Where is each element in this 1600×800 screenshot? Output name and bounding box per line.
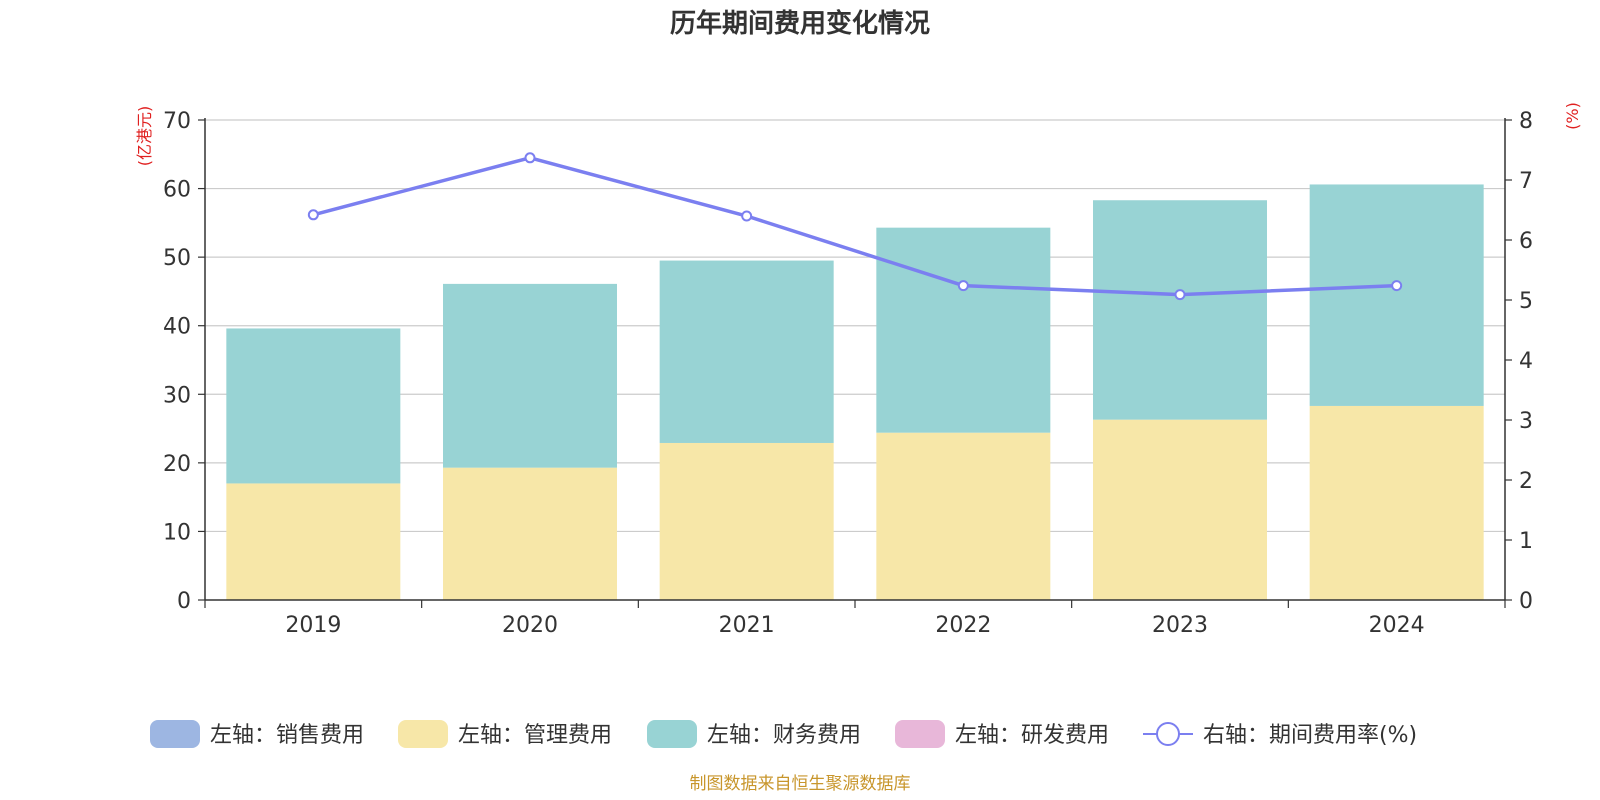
legend-label: 左轴：研发费用	[955, 723, 1109, 748]
bar-segment	[1093, 419, 1267, 600]
right-tick-label: 7	[1519, 169, 1533, 194]
x-tick-label: 2024	[1369, 613, 1425, 638]
left-tick-label: 70	[163, 109, 191, 134]
right-tick-label: 6	[1519, 229, 1533, 254]
legend-swatch	[398, 720, 448, 748]
rate-point	[1174, 289, 1186, 301]
rate-point	[957, 280, 969, 292]
bar-segment	[443, 283, 617, 468]
bar-segment	[659, 260, 834, 443]
bar-segment	[1093, 200, 1267, 420]
left-tick-label: 60	[163, 178, 191, 203]
rate-line-path	[312, 155, 1397, 297]
left-tick-label: 20	[163, 452, 191, 477]
x-tick-label: 2020	[502, 613, 558, 638]
bars	[226, 184, 1484, 600]
legend: 左轴：销售费用 左轴：管理费用 左轴：财务费用 左轴：研发费用 右轴：期间费用率(%)	[150, 720, 1417, 748]
left-tick-label: 50	[163, 246, 191, 271]
legend-label: 左轴：财务费用	[707, 723, 861, 748]
legend-label: 右轴：期间费用率(%)	[1203, 723, 1417, 748]
legend-label: 左轴：销售费用	[210, 723, 364, 748]
right-tick-label: 1	[1519, 529, 1533, 554]
rate-point	[1391, 280, 1403, 292]
rate-point	[741, 210, 753, 222]
right-tick-label: 5	[1519, 289, 1533, 314]
legend-swatch	[647, 720, 697, 748]
legend-swatch	[895, 720, 945, 748]
bar-segment	[1309, 184, 1484, 406]
right-tick-label: 8	[1519, 109, 1533, 134]
rate-point	[524, 152, 536, 164]
right-tick-label: 0	[1519, 589, 1533, 614]
grid-lines	[205, 119, 1505, 533]
rate-point	[307, 209, 319, 221]
data-source-note: 制图数据来自恒生聚源数据库	[690, 774, 911, 794]
bar-segment	[876, 227, 1051, 433]
x-tick-label: 2022	[935, 613, 991, 638]
bar-segment	[226, 328, 401, 484]
right-tick-label: 3	[1519, 409, 1533, 434]
x-tick-label: 2021	[719, 613, 775, 638]
x-tick-label: 2019	[285, 613, 341, 638]
axes: 0 10 20 30 40 50 60 70 0 1 2 3 4 5 6 7 8 2019 2020 2021 2022…	[163, 109, 1533, 638]
left-tick-label: 0	[177, 589, 191, 614]
chart-title: 历年期间费用变化情况	[670, 8, 930, 39]
left-tick-label: 30	[163, 383, 191, 408]
right-tick-label: 2	[1519, 469, 1533, 494]
left-axis-unit: (亿港元)	[135, 106, 154, 167]
right-tick-label: 4	[1519, 349, 1533, 374]
bar-segment	[1309, 405, 1484, 600]
left-tick-label: 10	[163, 520, 191, 545]
bar-segment	[659, 442, 834, 600]
right-axis-unit: (%)	[1563, 102, 1582, 130]
bar-segment	[443, 467, 617, 600]
legend-label: 左轴：管理费用	[458, 723, 612, 748]
legend-marker	[1156, 722, 1180, 746]
left-tick-label: 40	[163, 315, 191, 340]
x-tick-label: 2023	[1152, 613, 1208, 638]
legend-swatch	[150, 720, 200, 748]
bar-segment	[876, 432, 1051, 600]
rate-line	[307, 152, 1403, 301]
bar-segment	[226, 483, 401, 600]
